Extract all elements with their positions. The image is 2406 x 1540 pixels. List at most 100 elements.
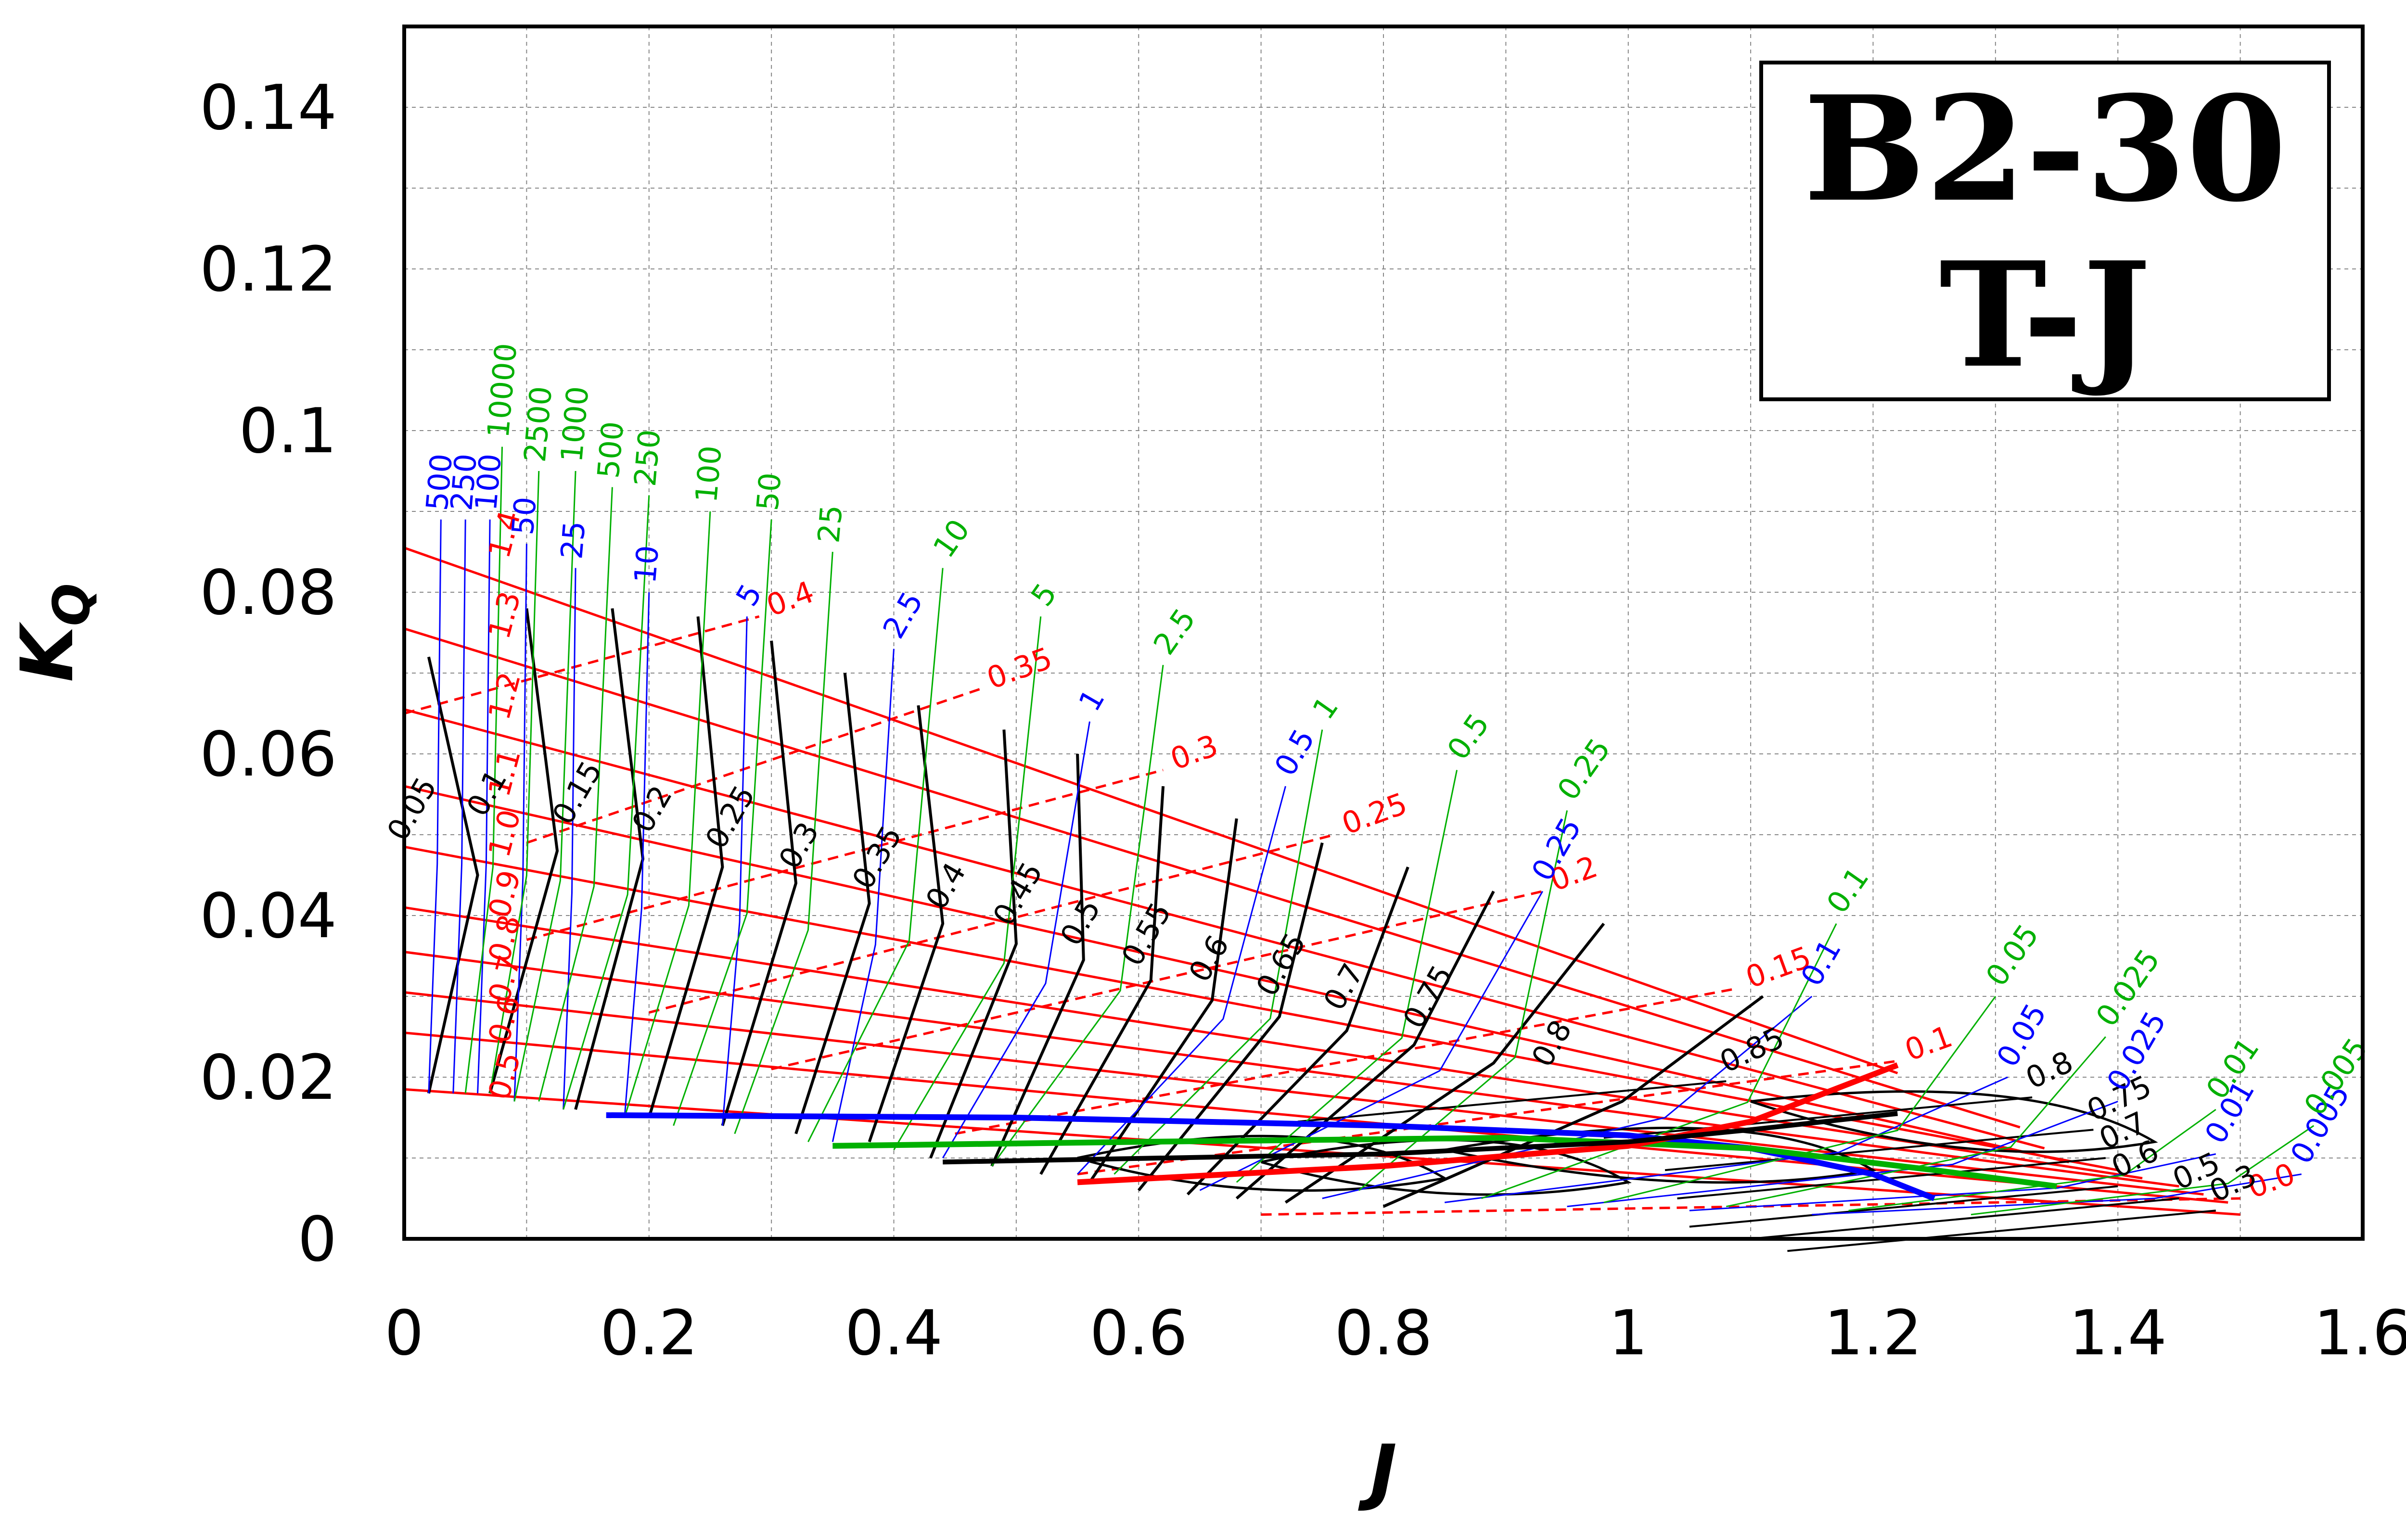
efficiency-line: [1137, 842, 1324, 1192]
x-tick-label: 0: [384, 1298, 423, 1369]
y-tick-label: 0.12: [200, 234, 337, 305]
efficiency-line: [721, 640, 798, 1126]
pitch-line: [404, 627, 2021, 1129]
x-tick-label: 1.6: [2314, 1298, 2406, 1369]
efficiency-line-right: [1677, 1157, 2106, 1199]
bp-sigma-label: 500: [419, 452, 459, 512]
x-tick-label: 1.2: [1824, 1298, 1922, 1369]
bp-delta-label: 2500: [517, 385, 559, 464]
efficiency-line: [1039, 786, 1165, 1175]
y-tick-label: 0.06: [200, 719, 337, 790]
efficiency-line-right: [1664, 1129, 2094, 1171]
y-tick-label: 0.14: [200, 72, 337, 144]
bp-delta-line: [624, 511, 711, 1118]
bp-delta-line: [991, 665, 1164, 1167]
bp-sigma-label: 250: [444, 452, 484, 512]
bp-delta-line: [1358, 810, 1568, 1191]
bp-sigma-line: [477, 519, 491, 1094]
pitch-line-dashed: [526, 769, 1164, 941]
chart-subtitle: T-J: [1939, 230, 2151, 400]
efficiency-line: [1235, 891, 1495, 1200]
x-tick-label: 1.4: [2069, 1298, 2167, 1369]
x-tick-label: 0.8: [1334, 1298, 1433, 1369]
tick-labels-layer: 0 0.2 0.4 0.6 0.8 1 1.2 1.4 1.6 0 0.02 0.04 0.06 0.08…: [200, 72, 2406, 1369]
bp-sigma-line: [1567, 1100, 2118, 1208]
y-tick-label: 0.08: [200, 557, 337, 629]
title-box-frame: [1759, 61, 2331, 401]
efficiency-line-right: [1297, 1080, 1727, 1123]
pitch-line: [404, 785, 2070, 1163]
y-tick-label: 0.02: [200, 1042, 337, 1114]
efficiency-line: [929, 729, 1018, 1159]
bp-delta-line: [464, 446, 503, 1094]
bp-delta-line: [489, 471, 540, 1094]
pitch-line: [404, 951, 2179, 1188]
pitch-line-dashed: [955, 987, 1739, 1135]
bp-delta-label: 500: [590, 420, 630, 480]
bp-delta-label: 1000: [554, 385, 595, 464]
optimum-curve-red: [1077, 1062, 1899, 1185]
pitch-line-dashed: [526, 688, 980, 844]
efficiency-loop: [1750, 1090, 2158, 1153]
bp-sigma-line: [721, 616, 748, 1126]
bp-delta-line: [1971, 1125, 2315, 1216]
efficiency-line: [488, 608, 559, 1094]
bp-delta-line: [673, 519, 772, 1126]
efficiency-loop: [1077, 1134, 1448, 1192]
x-tick-label: 0.6: [1089, 1298, 1188, 1369]
pitch-line: [404, 547, 1898, 1074]
pitch-line-dashed: [771, 890, 1543, 1070]
bp-delta-label: 250: [627, 428, 667, 488]
bp-sigma-label: 10: [627, 544, 666, 585]
bp-delta-line: [807, 568, 944, 1143]
bp-delta-line: [734, 551, 833, 1134]
bp-sigma-line: [428, 519, 442, 1094]
efficiency-loop: [1444, 1126, 1877, 1184]
bp-sigma-line: [563, 568, 576, 1110]
efficiency-line-right: [1603, 1096, 2033, 1139]
bp-delta-line: [893, 616, 1042, 1150]
x-tick-label: 0.4: [845, 1298, 943, 1369]
y-axis-title-subscript: Q: [42, 583, 101, 626]
chart-title: B2-30: [1804, 64, 2287, 234]
efficiency-line-right: [1689, 1185, 2118, 1228]
pitch-line: [404, 1088, 2240, 1216]
optimum-curve-blue: [606, 1112, 1935, 1201]
bp-delta-line: [1481, 923, 1837, 1199]
x-tick-label: 1: [1609, 1298, 1648, 1369]
pitch-line: [404, 708, 2045, 1150]
bp-delta-label: 10000: [480, 342, 524, 439]
efficiency-line: [1382, 995, 1764, 1208]
bp-sigma-line: [1812, 1173, 2302, 1216]
bp-sigma-line: [1322, 995, 1813, 1199]
bp-sigma-line: [1689, 1153, 2216, 1211]
bp-sigma-line: [513, 544, 527, 1102]
bp-sigma-line: [1445, 1076, 2008, 1203]
bp-delta-line: [563, 495, 650, 1110]
efficiency-line: [647, 616, 724, 1118]
bp-delta-label: 25: [811, 504, 849, 545]
bp-sigma-label: 25: [554, 520, 592, 560]
bp-delta-line: [1848, 1108, 2216, 1211]
bp-delta-line: [1236, 770, 1458, 1183]
plot-frame: [402, 25, 2365, 1241]
pitch-line: [404, 906, 2143, 1180]
y-tick-label: 0: [298, 1204, 337, 1275]
x-tick-label: 0.2: [600, 1298, 698, 1369]
bp-delta-label: 50: [750, 471, 788, 512]
pitch-line-dashed: [649, 833, 1335, 1014]
bp-delta-line: [1603, 996, 1996, 1203]
bp-delta-line: [1726, 1036, 2106, 1208]
y-tick-label: 0.04: [200, 880, 337, 952]
efficiency-line: [794, 673, 871, 1134]
bp-sigma-line: [452, 519, 466, 1094]
efficiency-line-right: [1787, 1209, 2216, 1252]
efficiency-line: [990, 753, 1085, 1167]
bp-delta-line: [538, 487, 613, 1102]
bp-sigma-label: 100: [468, 452, 508, 512]
bp-sigma-line: [624, 592, 650, 1118]
title-box: B2-30 T-J: [1759, 61, 2331, 401]
bp-sigma-line: [1199, 891, 1544, 1191]
